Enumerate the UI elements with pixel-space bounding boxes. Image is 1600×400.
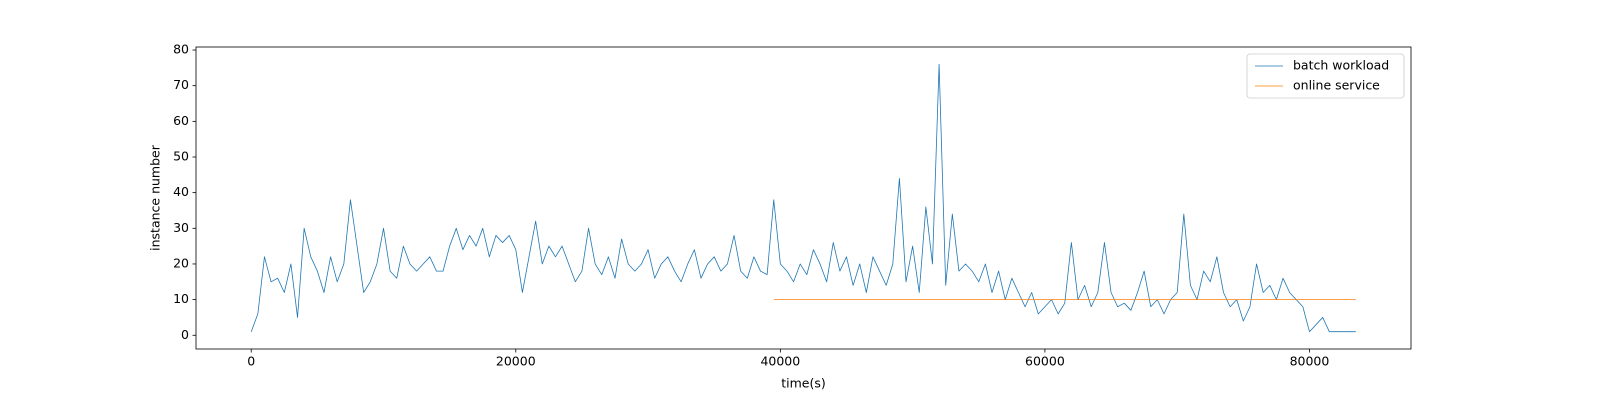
y-tick-label: 0 <box>181 327 189 342</box>
legend-box <box>1246 53 1405 99</box>
y-tick-label: 40 <box>173 184 189 199</box>
legend-label: online service <box>1293 78 1380 93</box>
axes-frame <box>195 46 1412 350</box>
y-tick-label: 50 <box>173 148 189 163</box>
x-tick-label: 0 <box>247 354 255 369</box>
y-tick-label: 30 <box>173 220 189 235</box>
x-tick-label: 40000 <box>760 354 800 369</box>
x-tick-label: 80000 <box>1290 354 1330 369</box>
y-tick-label: 80 <box>173 42 189 57</box>
series-line <box>250 63 1356 333</box>
y-axis-label: instance number <box>148 144 163 251</box>
x-tick-label: 20000 <box>496 354 536 369</box>
x-tick-label: 60000 <box>1025 354 1065 369</box>
legend-label: batch workload <box>1293 58 1389 73</box>
y-tick-label: 20 <box>173 255 189 270</box>
y-tick-label: 60 <box>173 113 189 128</box>
x-axis-label: time(s) <box>781 376 826 391</box>
y-tick-label: 10 <box>173 291 189 306</box>
y-tick-label: 70 <box>173 77 189 92</box>
